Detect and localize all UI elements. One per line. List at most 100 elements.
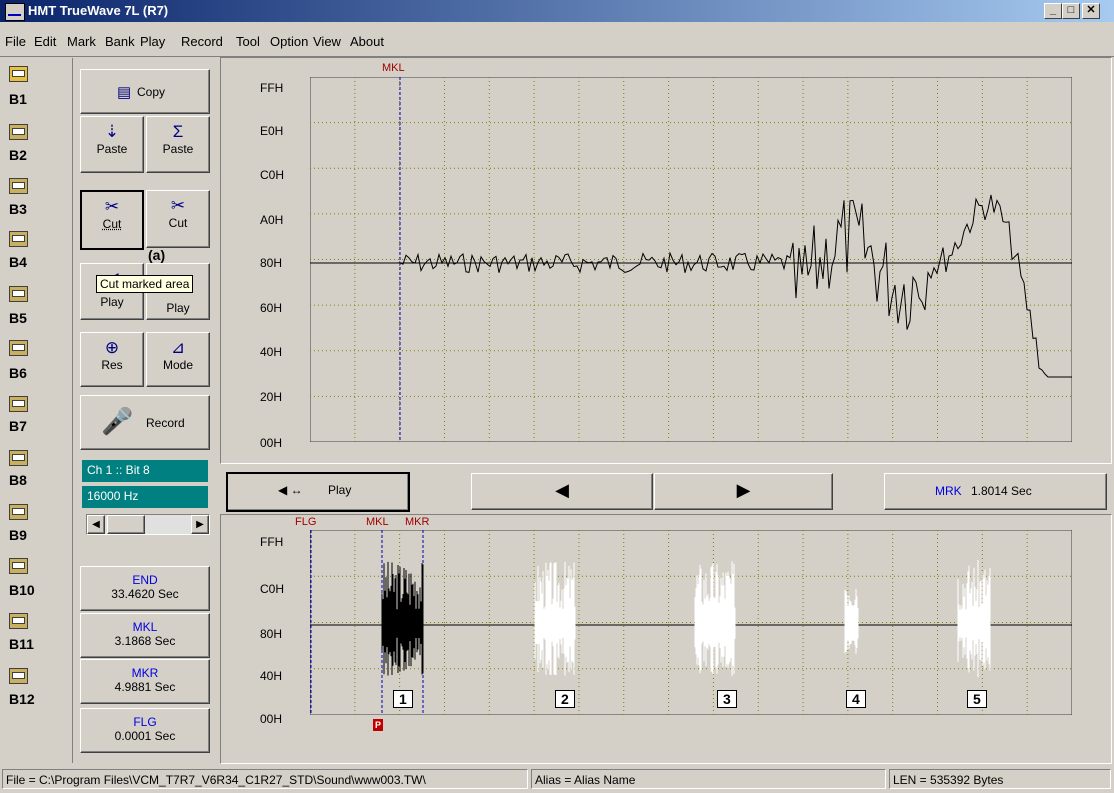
bank-b1-icon[interactable]: [9, 66, 28, 82]
menu-file[interactable]: File: [5, 34, 26, 49]
menu-mark[interactable]: Mark: [67, 34, 96, 49]
menu-about[interactable]: About: [350, 34, 384, 49]
mkl-value: 3.1868 Sec: [114, 634, 176, 648]
lower-y-label: 80H: [260, 627, 283, 641]
bank-b3-icon[interactable]: [9, 178, 28, 194]
flg-value: 0.0001 Sec: [114, 729, 176, 743]
scroll-thumb[interactable]: [107, 515, 145, 534]
paste-sum-icon: Σ: [172, 122, 184, 141]
mkl-marker[interactable]: MKL: [366, 516, 389, 528]
status-length: LEN = 535392 Bytes: [889, 769, 1111, 789]
bank-b11-icon[interactable]: [9, 613, 28, 629]
microphone-icon: 🎤: [101, 406, 134, 436]
mkr-value: 4.9881 Sec: [114, 680, 176, 694]
flg-info[interactable]: FLG 0.0001 Sec: [80, 708, 210, 753]
menu-play[interactable]: Play: [140, 34, 166, 49]
bank-b1-label[interactable]: B1: [9, 91, 27, 107]
bank-b8-icon[interactable]: [9, 450, 28, 466]
status-bar: File = C:\Program Files\VCM_T7R7_V6R34_C…: [0, 767, 1114, 791]
upper-mkl-marker[interactable]: MKL: [382, 62, 405, 74]
copy-button[interactable]: ▤ Copy: [80, 69, 210, 114]
bank-b4-icon[interactable]: [9, 231, 28, 247]
bank-b5-label[interactable]: B5: [9, 310, 27, 326]
mrk-value: 1.8014 Sec: [971, 484, 1032, 498]
mkr-marker[interactable]: MKR: [405, 516, 430, 528]
upper-waveform-plot[interactable]: [310, 77, 1072, 442]
bank-b12-icon[interactable]: [9, 668, 28, 684]
cut-unmarked-button[interactable]: ✂ Cut: [146, 190, 210, 248]
res-button[interactable]: ⊕ Res: [80, 332, 144, 387]
app-icon: [5, 3, 25, 21]
menu-option[interactable]: Option: [270, 34, 309, 49]
cut-unmarked-icon: ✂: [170, 196, 186, 215]
play-all-label: Play: [166, 301, 190, 315]
menu-record[interactable]: Record: [181, 34, 223, 49]
upper-y-label: 00H: [260, 436, 283, 450]
lower-y-label: 40H: [260, 669, 283, 683]
bank-b7-icon[interactable]: [9, 396, 28, 412]
bank-b2-icon[interactable]: [9, 124, 28, 140]
mkr-label: MKR: [131, 666, 159, 680]
scroll-right-icon[interactable]: ▶: [191, 515, 209, 534]
mode-icon: ⊿: [170, 338, 186, 357]
p-marker[interactable]: P: [373, 719, 383, 731]
bank-b6-label[interactable]: B6: [9, 365, 27, 381]
lower-overview-plot[interactable]: [310, 530, 1072, 715]
bank-b10-icon[interactable]: [9, 558, 28, 574]
menu-edit[interactable]: Edit: [34, 34, 57, 49]
play-selection-button[interactable]: ◀ ↔ Play: [226, 472, 410, 512]
channel-info: Ch 1 :: Bit 8: [82, 460, 208, 482]
end-info[interactable]: END 33.4620 Sec: [80, 566, 210, 611]
prev-icon: ◀: [555, 480, 569, 500]
mrk-label: MRK: [935, 484, 962, 498]
paste-sum-button[interactable]: Σ Paste: [146, 116, 210, 173]
end-value: 33.4620 Sec: [111, 587, 179, 601]
paste-sum-label: Paste: [162, 142, 194, 156]
paste-icon: ⇣: [104, 122, 120, 141]
bank-b8-label[interactable]: B8: [9, 472, 27, 488]
menu-bank[interactable]: Bank: [105, 34, 135, 49]
bank-b4-label[interactable]: B4: [9, 254, 27, 270]
mode-button[interactable]: ⊿ Mode: [146, 332, 210, 387]
flg-label: FLG: [133, 715, 157, 729]
cut-marked-icon: ✂: [104, 197, 120, 216]
mrk-display[interactable]: MRK 1.8014 Sec: [884, 473, 1107, 510]
lower-y-label: 00H: [260, 712, 283, 726]
bank-b6-icon[interactable]: [9, 340, 28, 356]
bank-b7-label[interactable]: B7: [9, 418, 27, 434]
record-button[interactable]: 🎤 Record: [80, 395, 210, 450]
bank-b5-icon[interactable]: [9, 286, 28, 302]
mkr-info[interactable]: MKR 4.9881 Sec: [80, 659, 210, 704]
tooltip: Cut marked area: [96, 275, 194, 293]
cut-marked-button[interactable]: ✂ Cut: [80, 190, 144, 250]
lower-overview-panel: [220, 514, 1112, 764]
bank-b2-label[interactable]: B2: [9, 147, 27, 163]
upper-y-label: 80H: [260, 256, 283, 270]
horizontal-scrollbar[interactable]: ◀ ▶: [86, 514, 210, 535]
close-button[interactable]: ✕: [1082, 3, 1100, 19]
mkl-info[interactable]: MKL 3.1868 Sec: [80, 613, 210, 658]
bank-b10-label[interactable]: B10: [9, 582, 35, 598]
prev-button[interactable]: ◀: [471, 473, 653, 510]
next-button[interactable]: ▶: [654, 473, 833, 510]
bank-b3-label[interactable]: B3: [9, 201, 27, 217]
scroll-left-icon[interactable]: ◀: [87, 515, 105, 534]
record-label: Record: [146, 416, 185, 430]
upper-y-label: FFH: [260, 81, 284, 95]
status-alias: Alias = Alias Name: [531, 769, 886, 789]
lower-y-label: FFH: [260, 535, 284, 549]
paste-button[interactable]: ⇣ Paste: [80, 116, 144, 173]
flg-marker[interactable]: FLG: [295, 516, 317, 528]
zoom-icon: ⊕: [104, 338, 120, 357]
menu-tool[interactable]: Tool: [236, 34, 260, 49]
upper-y-label: 40H: [260, 345, 283, 359]
menu-view[interactable]: View: [313, 34, 341, 49]
bank-b9-label[interactable]: B9: [9, 527, 27, 543]
minimize-button[interactable]: _: [1044, 3, 1062, 19]
cut-marked-label: Cut: [102, 217, 122, 231]
bank-b12-label[interactable]: B12: [9, 691, 35, 707]
bank-b11-label[interactable]: B11: [9, 636, 34, 652]
copy-label: Copy: [137, 85, 166, 99]
bank-b9-icon[interactable]: [9, 504, 28, 520]
maximize-button[interactable]: □: [1062, 3, 1080, 19]
